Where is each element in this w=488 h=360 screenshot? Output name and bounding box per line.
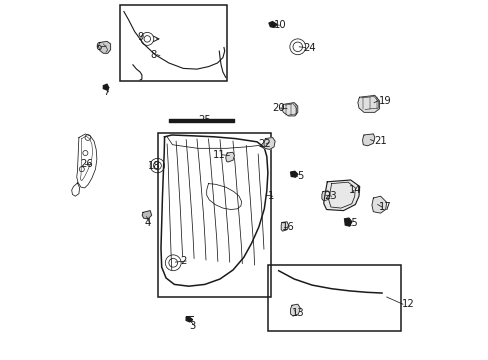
Polygon shape [357, 95, 379, 112]
Text: 26: 26 [81, 159, 93, 169]
Text: 14: 14 [348, 185, 361, 195]
Text: 20: 20 [272, 103, 285, 113]
Text: 12: 12 [401, 299, 414, 309]
Text: 13: 13 [292, 308, 304, 318]
Text: 3: 3 [189, 321, 195, 331]
Text: 8: 8 [150, 50, 156, 60]
Polygon shape [290, 304, 300, 316]
Polygon shape [290, 171, 297, 177]
Bar [158, 133, 271, 297]
Polygon shape [362, 134, 374, 146]
Text: 6: 6 [95, 42, 102, 52]
Text: 10: 10 [274, 20, 286, 30]
Polygon shape [103, 84, 108, 90]
Text: 18: 18 [148, 161, 161, 171]
Text: 11: 11 [212, 150, 225, 160]
Polygon shape [186, 317, 192, 322]
Text: 7: 7 [102, 87, 109, 97]
Text: 4: 4 [144, 218, 150, 228]
Polygon shape [344, 218, 351, 226]
Text: 2: 2 [180, 256, 186, 266]
Bar [120, 5, 226, 81]
Polygon shape [142, 211, 151, 219]
Polygon shape [323, 180, 359, 211]
Text: 16: 16 [282, 222, 294, 232]
Text: 5: 5 [297, 171, 303, 181]
Polygon shape [264, 138, 275, 149]
Polygon shape [282, 103, 297, 116]
Text: 23: 23 [323, 191, 336, 201]
Polygon shape [281, 222, 288, 231]
Bar [267, 265, 400, 331]
Text: 9: 9 [137, 32, 143, 42]
Text: 17: 17 [378, 202, 390, 212]
Text: 24: 24 [303, 42, 315, 53]
Text: 1: 1 [268, 191, 274, 201]
Text: 22: 22 [257, 139, 270, 149]
Text: 15: 15 [346, 218, 358, 228]
Polygon shape [225, 152, 234, 162]
Polygon shape [371, 196, 386, 213]
Text: 19: 19 [378, 96, 390, 106]
Text: 21: 21 [373, 136, 386, 146]
Text: 25: 25 [198, 114, 210, 125]
Polygon shape [321, 191, 329, 201]
Polygon shape [98, 41, 110, 53]
Polygon shape [268, 22, 276, 27]
